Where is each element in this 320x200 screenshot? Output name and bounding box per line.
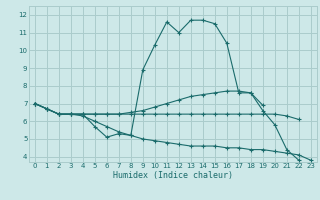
X-axis label: Humidex (Indice chaleur): Humidex (Indice chaleur) xyxy=(113,171,233,180)
